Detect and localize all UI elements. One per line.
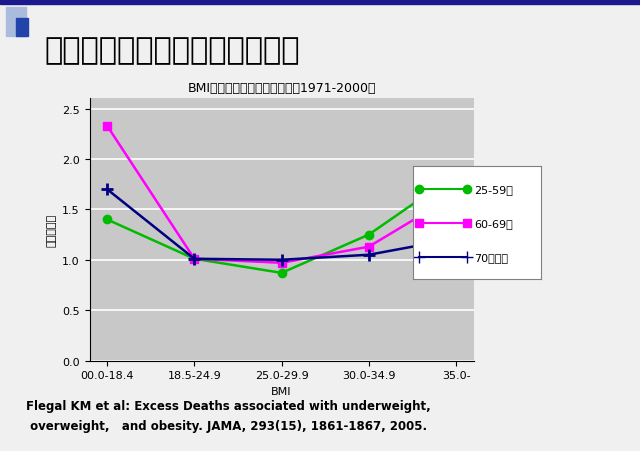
Y-axis label: 相対死亡率: 相対死亡率 bbox=[47, 213, 56, 247]
Title: BMIと死亡率（米国人一般住汏1971-2000）: BMIと死亡率（米国人一般住汏1971-2000） bbox=[188, 83, 376, 95]
Text: 肥満よりも高齢者のやせが課题: 肥満よりも高齢者のやせが課题 bbox=[45, 36, 300, 65]
Bar bbox=[6, 8, 26, 37]
Bar bbox=[16, 18, 28, 37]
Text: 25-59才: 25-59才 bbox=[474, 184, 513, 194]
Text: 60-69才: 60-69才 bbox=[474, 218, 513, 228]
Text: overweight,   and obesity. JAMA, 293(15), 1861-1867, 2005.: overweight, and obesity. JAMA, 293(15), … bbox=[26, 419, 427, 433]
X-axis label: BMI: BMI bbox=[271, 386, 292, 396]
FancyArrow shape bbox=[0, 0, 640, 5]
Text: Flegal KM et al: Excess Deaths associated with underweight,: Flegal KM et al: Excess Deaths associate… bbox=[26, 399, 430, 412]
Text: 70才以上: 70才以上 bbox=[474, 252, 508, 262]
